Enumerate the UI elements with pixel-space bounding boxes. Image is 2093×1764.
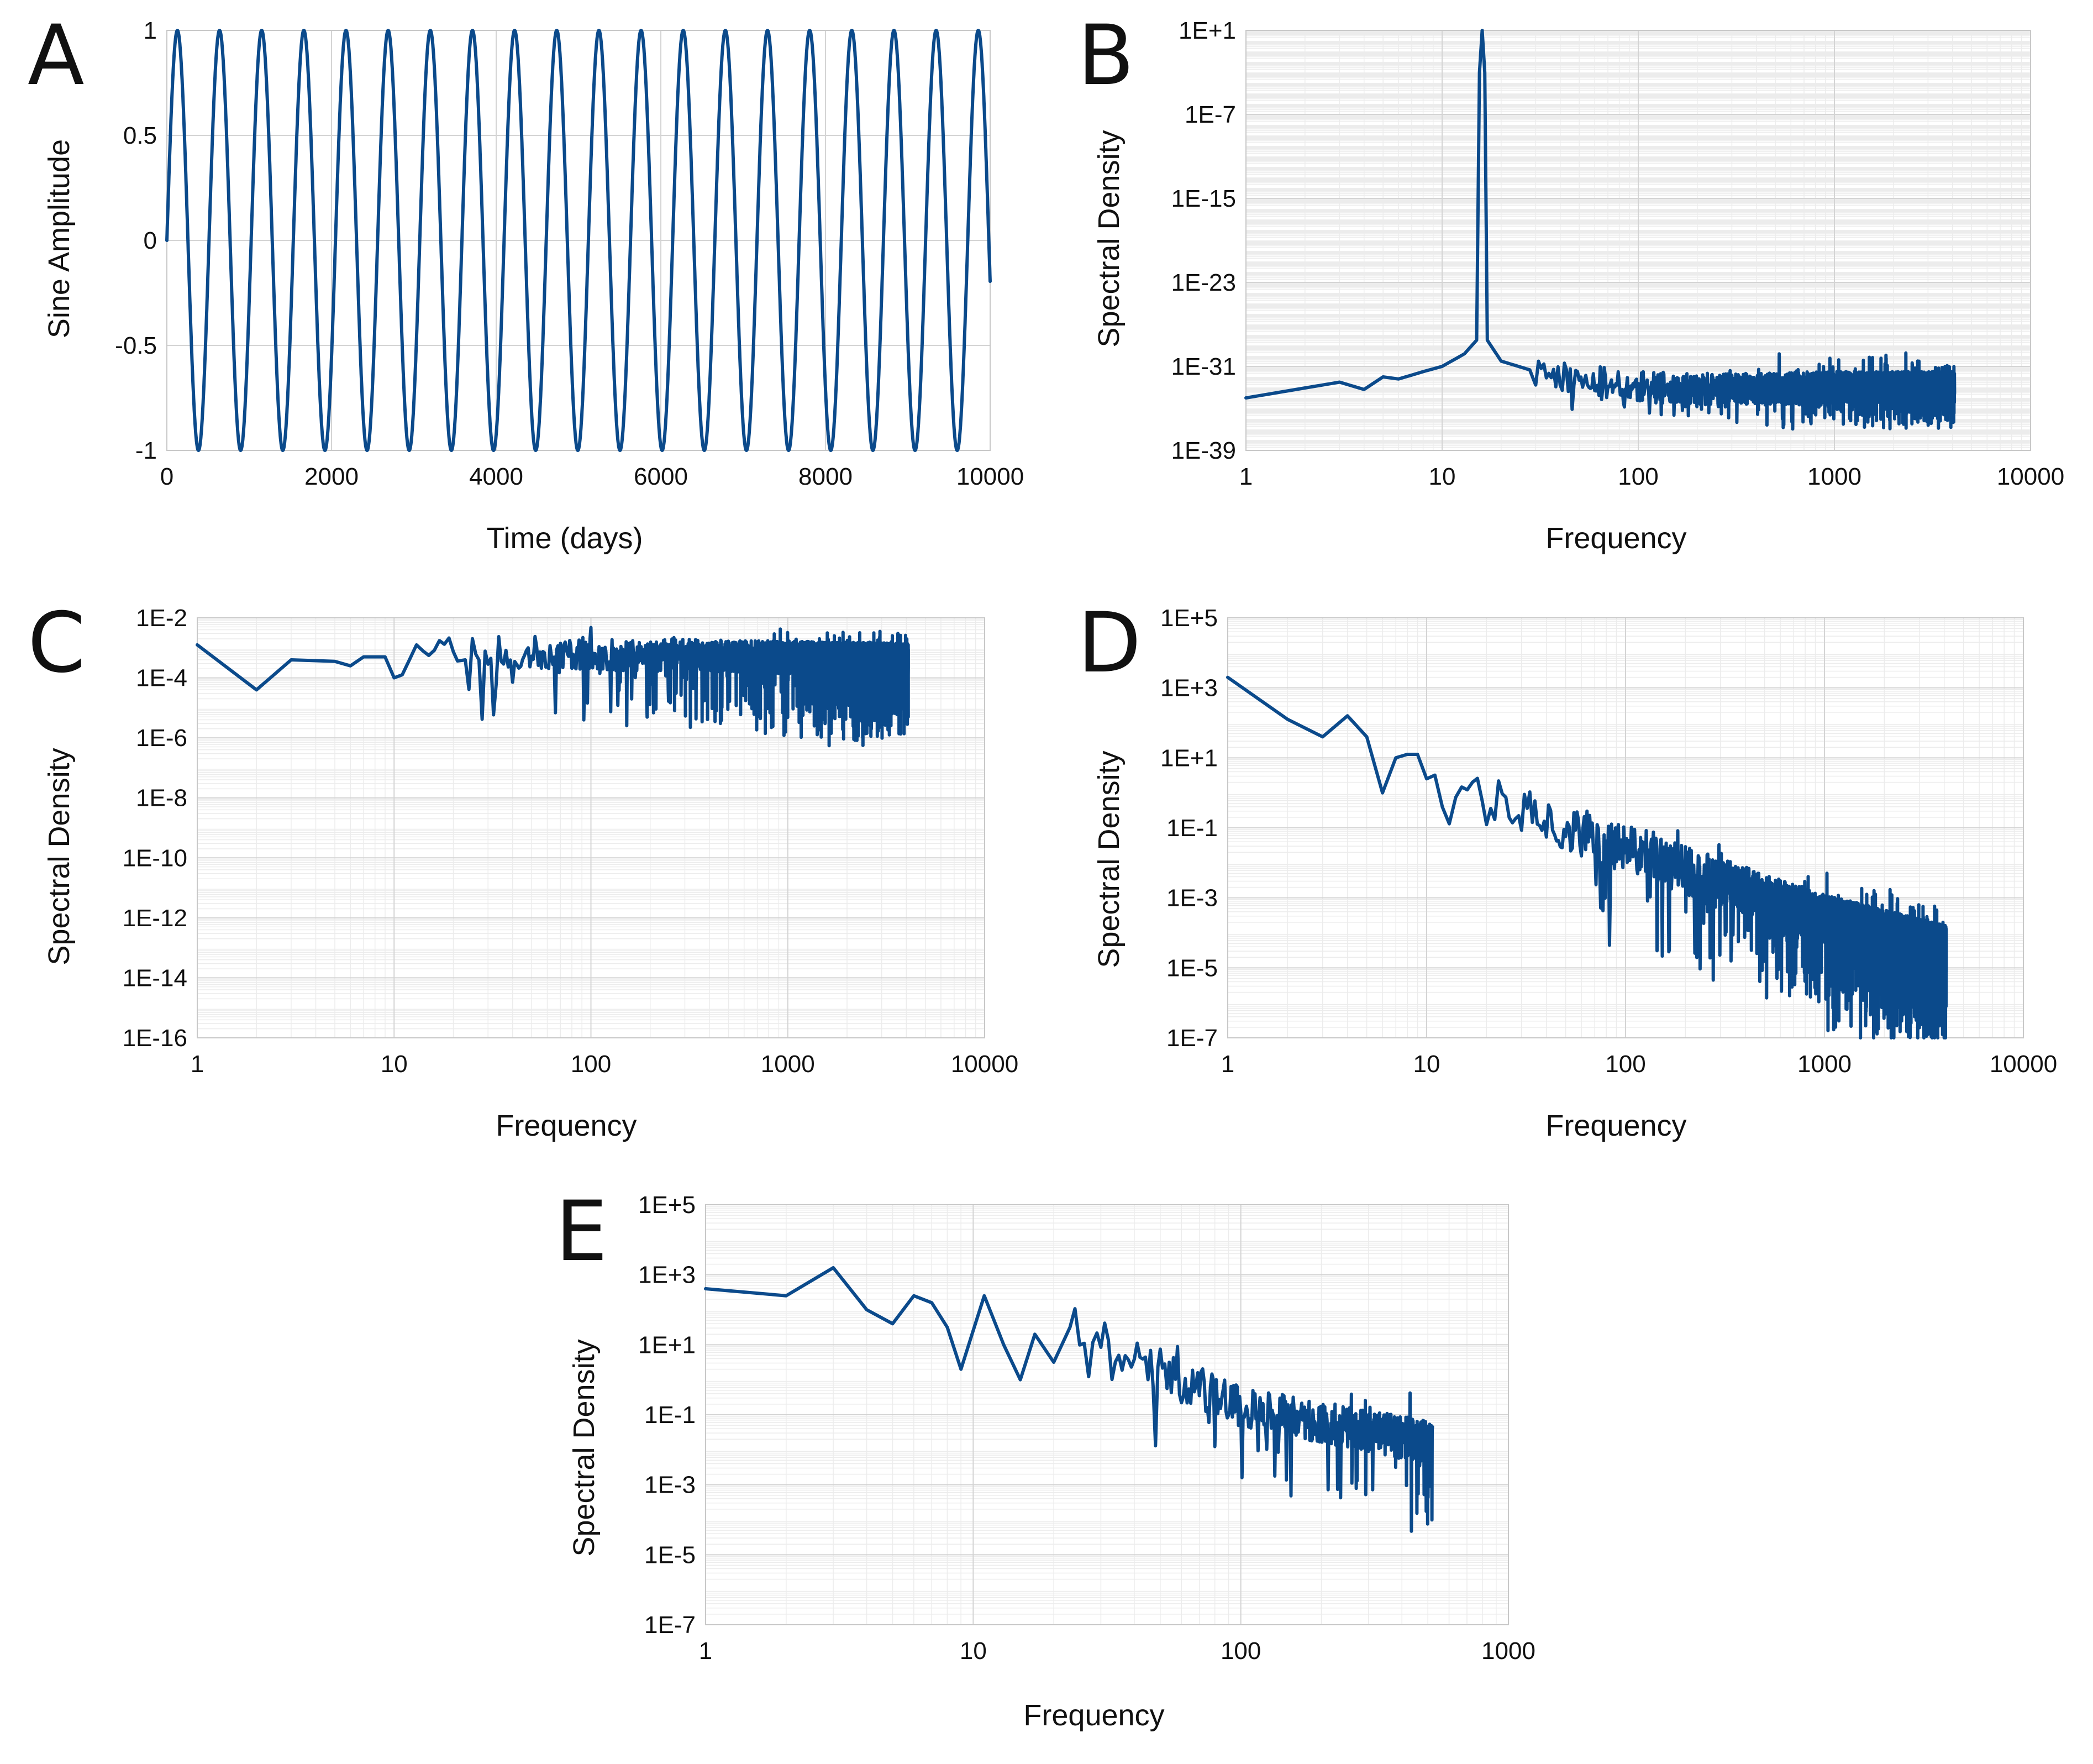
panel-letter: A (28, 8, 85, 104)
panel-b: B 1 10 100 1000 10000 1E+1 1E-7 1E-15 1E-23 1E-31… (1077, 8, 2064, 555)
x-axis-label: Time (days) (486, 522, 643, 555)
x-axis-label: Frequency (1545, 1109, 1686, 1142)
series-line (1244, 29, 1957, 431)
y-tick-label: 1E-16 (123, 1025, 187, 1052)
panel-letter: B (1077, 8, 1134, 104)
x-tick-label: 10000 (951, 1051, 1018, 1078)
x-tick-label: 2000 (304, 463, 359, 490)
series-line (165, 29, 992, 452)
y-tick-label: 1E-31 (1171, 353, 1236, 380)
x-tick-label: 10 (381, 1051, 408, 1078)
y-tick-label: 1E-7 (1166, 1025, 1218, 1052)
y-axis-label: Spectral Density (1092, 130, 1126, 347)
y-axis-label: Sine Amplitude (43, 139, 76, 338)
x-tick-label: 100 (571, 1051, 611, 1078)
x-tick-label: 10 (960, 1637, 987, 1665)
y-tick-label: 1E-2 (136, 605, 187, 632)
x-tick-label: 8000 (798, 463, 853, 490)
x-tick-label: 1 (699, 1637, 712, 1665)
y-tick-label: 1E-5 (1166, 954, 1218, 981)
x-tick-label: 10000 (1990, 1051, 2057, 1078)
x-axis-label: Frequency (496, 1109, 637, 1142)
x-tick-label: 100 (1618, 463, 1658, 490)
x-tick-label: 6000 (634, 463, 688, 490)
y-tick-label: 1E+3 (638, 1262, 696, 1289)
y-axis-label: Spectral Density (567, 1339, 601, 1556)
y-tick-label: 1E-7 (1185, 101, 1236, 128)
x-tick-label: 100 (1221, 1637, 1261, 1665)
plot-area: 1 10 100 1000 10000 1E+5 1E+3 1E+1 1E-1 1E-3 1E-5 1… (1160, 605, 2057, 1078)
y-tick-label: 1E+3 (1160, 675, 1218, 702)
plot-frame (1227, 617, 2024, 1038)
panel-letter: D (1077, 595, 1142, 691)
y-tick-label: 1 (144, 17, 157, 44)
y-tick-label: 1E-14 (123, 964, 187, 991)
panel-c: C 1 10 100 1000 10000 1E-2 1E-4 1E-6 1E-8 1E-10 1E… (28, 595, 1018, 1142)
y-tick-label: 1E-10 (123, 844, 187, 872)
y-tick-label: 1E-7 (644, 1611, 696, 1639)
series-line (704, 1266, 1434, 1533)
panel-letter: C (28, 595, 86, 691)
y-tick-label: 1E-4 (136, 665, 187, 692)
x-tick-label: 100 (1605, 1051, 1645, 1078)
y-tick-label: 1E+5 (1160, 605, 1218, 632)
y-tick-label: 1E-15 (1171, 185, 1236, 212)
y-tick-label: 0.5 (123, 122, 157, 149)
x-tick-label: 1000 (761, 1051, 815, 1078)
y-tick-label: 1E-5 (644, 1541, 696, 1568)
y-tick-label: 1E-6 (136, 725, 187, 752)
y-tick-label: 1E-1 (644, 1401, 696, 1429)
y-tick-label: 1E-1 (1166, 815, 1218, 842)
series-line (1226, 675, 1948, 1040)
y-tick-label: 1E-3 (1166, 885, 1218, 912)
plot-frame (197, 617, 985, 1038)
y-tick-label: 1E+1 (638, 1331, 696, 1358)
x-axis-label: Frequency (1023, 1699, 1164, 1732)
x-tick-label: 1 (1221, 1051, 1234, 1078)
y-tick-label: 1E-39 (1171, 437, 1236, 464)
y-tick-label: 1E-8 (136, 785, 187, 812)
y-tick-label: 1E-12 (123, 905, 187, 932)
x-tick-label: 10 (1413, 1051, 1440, 1078)
x-tick-label: 1 (1239, 463, 1253, 490)
plot-frame (705, 1204, 1509, 1625)
plot-area: 1 10 100 1000 10000 1E+1 1E-7 1E-15 1E-23 1E-31 1E… (1171, 17, 2065, 490)
y-tick-label: 1E+1 (1179, 17, 1236, 44)
x-tick-label: 4000 (469, 463, 523, 490)
x-tick-label: 10 (1429, 463, 1456, 490)
x-axis-label: Frequency (1545, 522, 1686, 555)
series-line (196, 626, 910, 748)
y-tick-label: 0 (144, 227, 157, 254)
plot-area: 1 10 100 1000 10000 1E-2 1E-4 1E-6 1E-8 1E-10 1E-1… (123, 605, 1019, 1078)
x-tick-label: 0 (160, 463, 173, 490)
y-tick-label: 1E+5 (638, 1191, 696, 1219)
y-tick-label: -0.5 (115, 332, 157, 359)
y-axis-label: Spectral Density (43, 748, 76, 965)
x-tick-label: 1000 (1797, 1051, 1852, 1078)
plot-frame (1245, 30, 2031, 451)
x-tick-label: 1000 (1481, 1637, 1535, 1665)
x-tick-label: 10000 (956, 463, 1024, 490)
y-tick-label: -1 (135, 437, 157, 464)
panel-a: A 0 2000 4000 6000 8000 10000 1 0.5 0 -0.5 -1 Time… (28, 8, 1024, 555)
panel-letter: E (555, 1184, 608, 1280)
x-tick-label: 10000 (1997, 463, 2064, 490)
y-tick-label: 1E+1 (1160, 744, 1218, 771)
panel-e: E 1 10 100 1000 1E+5 1E+3 1E+1 1E-1 1E-3 1E-5 1E-7… (555, 1184, 1535, 1732)
plot-area: 0 2000 4000 6000 8000 10000 1 0.5 0 -0.5 -1 (115, 17, 1024, 490)
plot-area: 1 10 100 1000 1E+5 1E+3 1E+1 1E-1 1E-3 1E-5 1E-7 (638, 1191, 1535, 1665)
x-tick-label: 1 (191, 1051, 204, 1078)
y-axis-label: Spectral Density (1092, 750, 1126, 968)
panel-d: D 1 10 100 1000 10000 1E+5 1E+3 1E+1 1E-1 1E-3 1E-… (1077, 595, 2057, 1142)
y-tick-label: 1E-3 (644, 1472, 696, 1499)
x-tick-label: 1000 (1807, 463, 1861, 490)
y-tick-label: 1E-23 (1171, 269, 1236, 296)
